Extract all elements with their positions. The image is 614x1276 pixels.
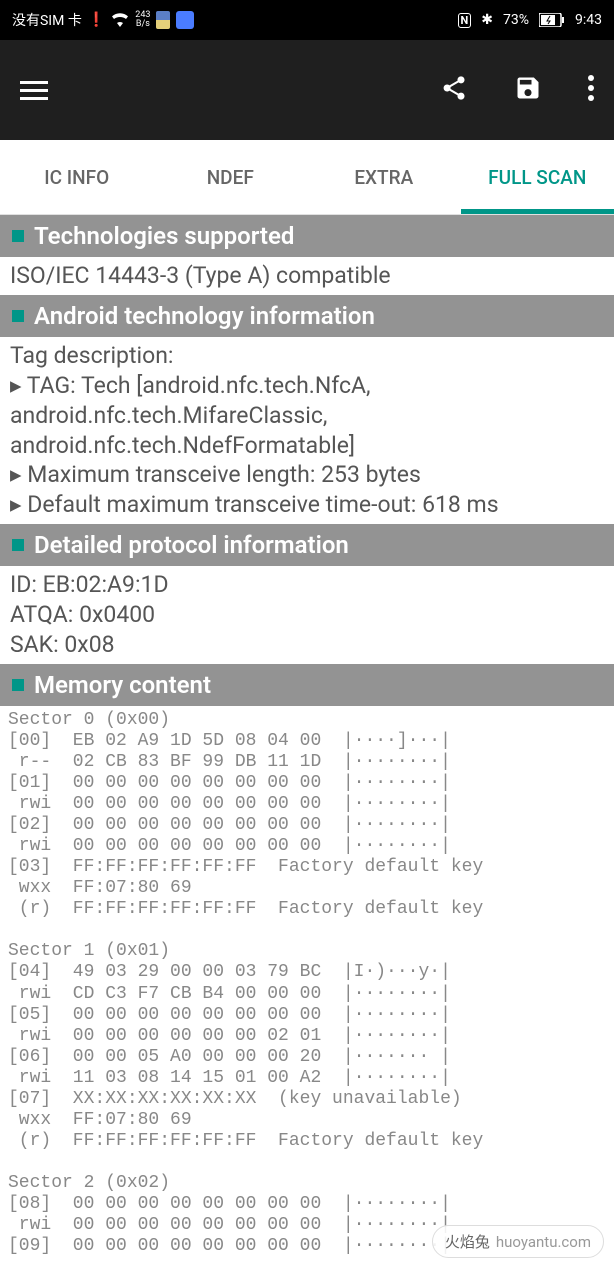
- tab-full-scan[interactable]: FULL SCAN: [461, 140, 614, 214]
- square-bullet-icon: [12, 310, 24, 322]
- tag-description-label: Tag description:: [10, 341, 604, 371]
- protocol-atqa: ATQA: 0x0400: [10, 600, 604, 630]
- section-title: Technologies supported: [34, 222, 294, 250]
- nfc-icon: N: [458, 13, 472, 28]
- default-timeout: ▸ Default maximum transceive time-out: 6…: [10, 490, 604, 520]
- square-bullet-icon: [12, 539, 24, 551]
- share-button[interactable]: [432, 66, 476, 114]
- alert-icon: ❗: [88, 12, 105, 28]
- android-tech-content: Tag description: ▸ TAG: Tech [android.nf…: [0, 337, 614, 524]
- tag-tech-line: ▸ TAG: Tech [android.nfc.tech.NfcA,: [10, 371, 604, 401]
- tag-tech-line: android.nfc.tech.NdefFormatable]: [10, 431, 604, 461]
- menu-button[interactable]: [12, 73, 56, 108]
- section-android-tech-header: Android technology information: [0, 295, 614, 337]
- watermark-cn: 火焰兔: [445, 1231, 490, 1252]
- section-memory-header: Memory content: [0, 664, 614, 706]
- tab-extra[interactable]: EXTRA: [307, 140, 461, 214]
- tag-tech-line: android.nfc.tech.MifareClassic,: [10, 401, 604, 431]
- status-left: 没有SIM 卡 ❗ 243 B/s: [12, 10, 194, 30]
- section-title: Memory content: [34, 671, 211, 699]
- watermark-url: huoyantu.com: [496, 1233, 591, 1251]
- max-transceive-length: ▸ Maximum transceive length: 253 bytes: [10, 460, 604, 490]
- protocol-id: ID: EB:02:A9:1D: [10, 570, 604, 600]
- app-actions: [432, 66, 602, 114]
- save-button[interactable]: [506, 66, 550, 114]
- clock: 9:43: [575, 12, 602, 28]
- protocol-sak: SAK: 0x08: [10, 630, 604, 660]
- square-bullet-icon: [12, 230, 24, 242]
- network-speed: 243 B/s: [135, 11, 150, 29]
- wifi-icon: [111, 13, 129, 27]
- status-bar: 没有SIM 卡 ❗ 243 B/s N ✱ 73% 9:43: [0, 0, 614, 40]
- tech-supported-content: ISO/IEC 14443-3 (Type A) compatible: [0, 257, 614, 295]
- overflow-button[interactable]: [580, 67, 602, 113]
- hourglass-icon: [156, 11, 170, 29]
- section-title: Detailed protocol information: [34, 531, 349, 559]
- battery-icon: [539, 13, 565, 27]
- memory-dump: Sector 0 (0x00) [00] EB 02 A9 1D 5D 08 0…: [0, 706, 614, 1261]
- sim-status: 没有SIM 卡: [12, 10, 82, 30]
- section-title: Android technology information: [34, 302, 375, 330]
- protocol-content: ID: EB:02:A9:1D ATQA: 0x0400 SAK: 0x08: [0, 566, 614, 664]
- tab-ic-info[interactable]: IC INFO: [0, 140, 154, 214]
- status-right: N ✱ 73% 9:43: [458, 12, 603, 28]
- watermark: 火焰兔 huoyantu.com: [432, 1225, 604, 1258]
- app-bar: [0, 40, 614, 140]
- square-bullet-icon: [12, 679, 24, 691]
- app-mini-icon: [176, 11, 194, 29]
- bluetooth-icon: ✱: [481, 12, 493, 28]
- tab-bar: IC INFO NDEF EXTRA FULL SCAN: [0, 140, 614, 215]
- section-tech-supported-header: Technologies supported: [0, 215, 614, 257]
- tab-ndef[interactable]: NDEF: [154, 140, 308, 214]
- section-protocol-header: Detailed protocol information: [0, 524, 614, 566]
- tech-line: ISO/IEC 14443-3 (Type A) compatible: [10, 261, 604, 291]
- battery-percent: 73%: [503, 12, 529, 28]
